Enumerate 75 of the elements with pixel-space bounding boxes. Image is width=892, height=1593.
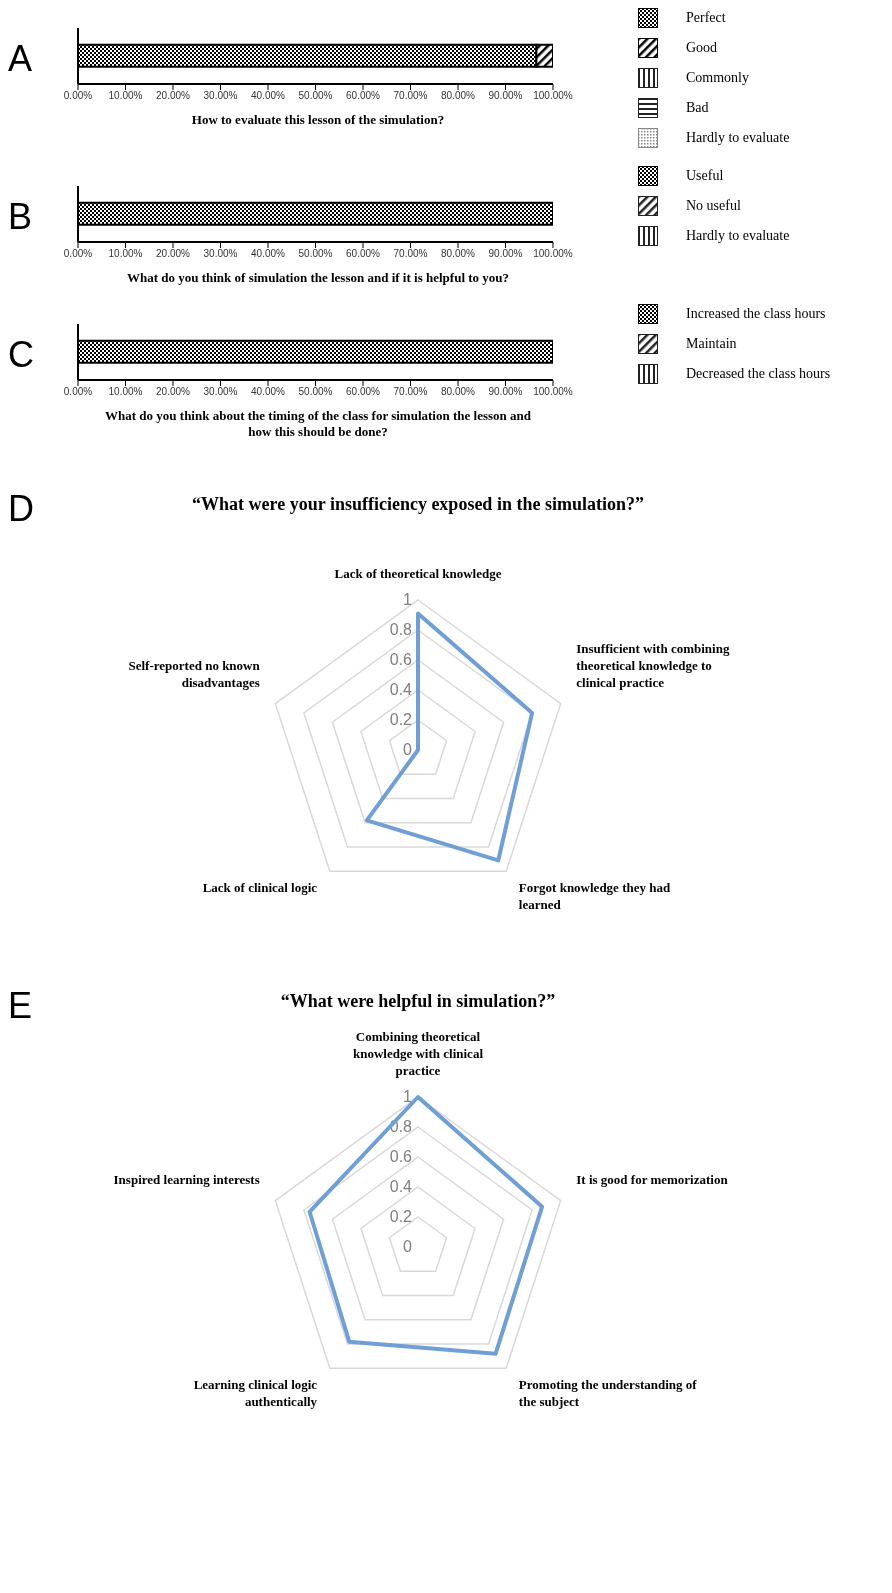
x-tick-label: 90.00% [488, 386, 523, 398]
y-tick-label: 0.4 [389, 681, 413, 698]
x-axis-title: What do you think of simulation the lesson and if it is helpful to you? [125, 270, 511, 286]
x-tick-label: 60.00% [346, 90, 381, 102]
y-tick-label: 0.2 [389, 711, 413, 728]
x-tick-label: 30.00% [203, 248, 238, 260]
x-tick-label: 40.00% [251, 386, 286, 398]
text: D [8, 487, 35, 531]
x-tick-label: 10.00% [108, 386, 143, 398]
spoke-label: Promoting the understanding of the subject [518, 1376, 698, 1409]
y-tick-label: 0 [403, 1238, 413, 1255]
x-tick-label: 100.00% [533, 90, 573, 102]
x-tick-label: 70.00% [393, 90, 428, 102]
x-tick-label: 30.00% [203, 90, 238, 102]
y-tick-label: 1 [403, 591, 413, 608]
x-tick-label: 0.00% [63, 386, 93, 398]
x-tick-label: 20.00% [156, 386, 191, 398]
x-tick-label: 20.00% [156, 248, 191, 260]
y-tick-label: 0.2 [389, 1208, 413, 1225]
spoke-label: Lack of clinical logic [202, 879, 318, 895]
x-tick-label: 60.00% [346, 248, 381, 260]
x-tick-label: 50.00% [298, 90, 333, 102]
text: E [8, 984, 33, 1028]
text: Good [686, 40, 718, 56]
x-tick-label: 50.00% [298, 248, 333, 260]
spoke-label: It is good for memorization [576, 1172, 729, 1188]
x-tick-label: 100.00% [533, 248, 573, 260]
y-tick-label: 0.4 [389, 1178, 413, 1195]
spoke-label: Learning clinical logic authentically [193, 1376, 318, 1409]
chart-title: “What were your insufficiency exposed in the simulation?” [191, 494, 645, 515]
x-tick-label: 40.00% [251, 248, 286, 260]
legend-label: Hardly to evaluate [686, 228, 790, 244]
x-tick-label: 80.00% [441, 248, 476, 260]
y-tick-label: 0.8 [389, 621, 413, 638]
y-tick-label: 1 [403, 1088, 413, 1105]
text: C [8, 333, 35, 377]
legend-label: No useful [686, 198, 741, 214]
x-tick-label: 10.00% [108, 90, 143, 102]
x-tick-label: 0.00% [63, 90, 93, 102]
spoke-label: Self-reported no known disadvantages [128, 658, 261, 691]
x-tick-label: 90.00% [488, 248, 523, 260]
spoke-label: Forgot knowledge they had learned [518, 879, 671, 912]
x-tick-label: 50.00% [298, 386, 333, 398]
y-tick-label: 0 [403, 741, 413, 758]
spoke-label: Inspired learning interests [113, 1172, 260, 1188]
legend-label: Decreased the class hours [686, 366, 831, 382]
text: Increased the class hours [686, 306, 826, 322]
x-tick-label: 90.00% [488, 90, 523, 102]
x-axis-title: How to evaluate this lesson of the simulation? [190, 112, 446, 128]
x-tick-label: 10.00% [108, 248, 143, 260]
text: Useful [686, 168, 724, 184]
legend-label: Hardly to evaluate [686, 130, 790, 146]
text: Perfect [686, 10, 726, 26]
x-tick-label: 70.00% [393, 386, 428, 398]
chart-title: “What were helpful in simulation?” [279, 991, 557, 1012]
x-tick-label: 30.00% [203, 386, 238, 398]
x-axis-title: What do you think about the timing of the class for simulation the lesson and how this should be done? [104, 408, 532, 440]
x-tick-label: 80.00% [441, 90, 476, 102]
x-tick-label: 80.00% [441, 386, 476, 398]
spoke-label: Insufficient with combining theoretical knowledge to clinical practice [576, 641, 730, 691]
x-tick-label: 100.00% [533, 386, 573, 398]
x-tick-label: 40.00% [251, 90, 286, 102]
legend-label: Commonly [686, 70, 750, 86]
x-tick-label: 20.00% [156, 90, 191, 102]
text: B [8, 195, 33, 239]
text: A [8, 37, 33, 81]
spoke-label: Lack of theoretical knowledge [334, 566, 502, 581]
legend-label: Bad [686, 100, 709, 116]
spoke-label: Combining theoretical knowledge with clinical practice [352, 1029, 484, 1078]
x-tick-label: 60.00% [346, 386, 381, 398]
x-tick-label: 70.00% [393, 248, 428, 260]
x-tick-label: 0.00% [63, 248, 93, 260]
legend-label: Maintain [686, 336, 737, 352]
y-tick-label: 0.6 [389, 651, 413, 668]
y-tick-label: 0.6 [389, 1148, 413, 1165]
